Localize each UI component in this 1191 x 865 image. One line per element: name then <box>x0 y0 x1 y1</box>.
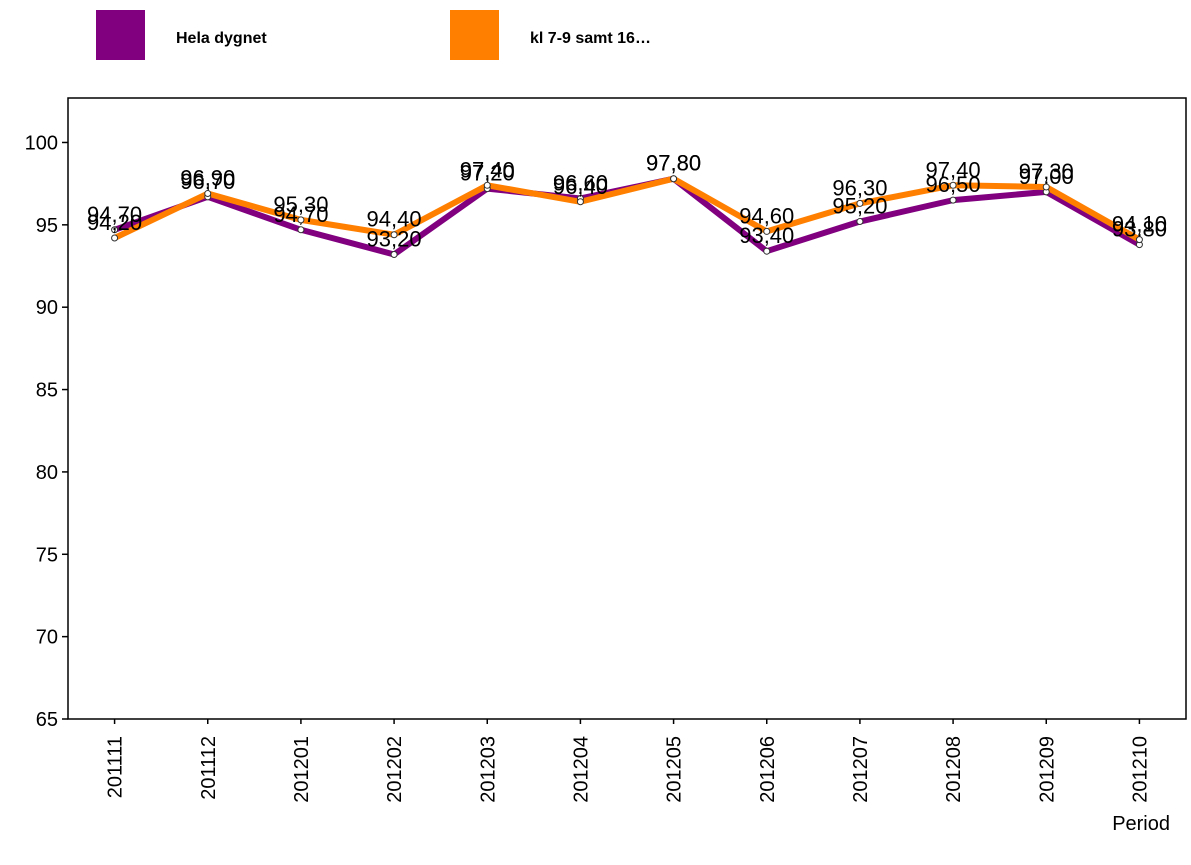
data-point <box>949 196 957 204</box>
data-label: 94,10 <box>1112 212 1167 237</box>
x-tick-label: 201205 <box>664 736 686 803</box>
y-tick-label: 95 <box>36 215 58 237</box>
data-label: 96,60 <box>553 170 608 195</box>
y-tick-label: 100 <box>25 132 58 154</box>
data-point <box>483 181 491 189</box>
data-label: 97,40 <box>460 157 515 182</box>
data-point <box>390 231 398 239</box>
x-tick-label: 201204 <box>570 736 592 803</box>
data-point <box>856 199 864 207</box>
y-tick-label: 75 <box>36 544 58 566</box>
data-point <box>856 218 864 226</box>
x-tick-label: 201111 <box>105 736 127 798</box>
x-tick-label: 201210 <box>1129 736 1151 803</box>
x-tick-label: 201207 <box>850 736 872 803</box>
data-label: 97,20 <box>460 161 515 186</box>
x-tick-label: 201209 <box>1036 736 1058 803</box>
plot-area <box>67 97 1187 720</box>
x-tick-label: 201203 <box>477 736 499 803</box>
data-point <box>763 227 771 235</box>
x-tick-label: 201208 <box>943 736 965 803</box>
data-label: 96,70 <box>180 169 235 194</box>
data-label: 97,80 <box>646 151 701 176</box>
data-point <box>390 250 398 258</box>
y-tick-label: 65 <box>36 709 58 731</box>
data-point <box>111 234 119 242</box>
data-point <box>111 226 119 234</box>
data-label: 95,30 <box>273 192 328 217</box>
data-point <box>1042 183 1050 191</box>
data-label: 96,90 <box>180 166 235 191</box>
y-tick-label: 90 <box>36 297 58 319</box>
data-label: 96,40 <box>553 174 608 199</box>
y-tick-label: 70 <box>36 627 58 649</box>
series-line <box>113 175 1141 243</box>
x-axis-label: Period <box>1112 813 1170 835</box>
data-label: 94,20 <box>87 210 142 235</box>
data-point <box>763 247 771 255</box>
data-point <box>670 175 678 183</box>
legend-label: kl 7-9 samt 16… <box>530 30 651 47</box>
data-label: 96,30 <box>832 175 887 200</box>
x-tick-label: 201112 <box>198 736 220 800</box>
data-point <box>949 181 957 189</box>
x-tick-label: 201206 <box>757 736 779 803</box>
data-label: 94,70 <box>87 202 142 227</box>
y-tick-label: 80 <box>36 462 58 484</box>
x-tick-label: 201201 <box>291 736 313 803</box>
data-label: 93,40 <box>739 223 794 248</box>
data-point <box>1135 236 1143 244</box>
x-tick-label: 201202 <box>384 736 406 803</box>
data-label: 97,30 <box>1019 159 1074 184</box>
data-label: 94,60 <box>739 203 794 228</box>
data-point <box>297 216 305 224</box>
y-tick-label: 85 <box>36 380 58 402</box>
data-point <box>204 190 212 198</box>
data-label: 97,40 <box>926 157 981 182</box>
data-label: 93,20 <box>367 226 422 251</box>
legend-swatch <box>450 10 499 60</box>
data-point <box>576 198 584 206</box>
data-label: 97,80 <box>646 151 701 176</box>
data-label: 94,40 <box>367 207 422 232</box>
legend-label: Hela dygnet <box>176 30 267 47</box>
data-point <box>297 226 305 234</box>
legend-swatch <box>96 10 145 60</box>
